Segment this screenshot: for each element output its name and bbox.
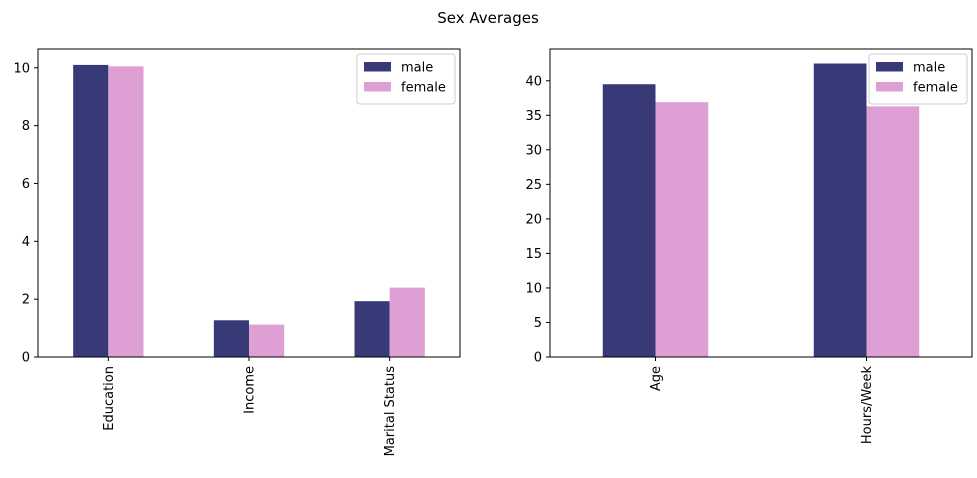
legend-label-male: male bbox=[401, 61, 433, 76]
y-tick-label: 2 bbox=[22, 293, 30, 308]
legend-swatch-male bbox=[364, 62, 391, 72]
chart-panel-2: 0 5 10 15 20 25 30 35 40 Age Hours/Week male female bbox=[525, 48, 973, 445]
y-tick-label: 40 bbox=[525, 74, 542, 89]
legend-label-male: male bbox=[913, 61, 945, 76]
bar-female-1 bbox=[108, 66, 144, 357]
figure-title: Sex Averages bbox=[437, 9, 539, 27]
chart-panel-1: 0 2 4 6 8 10 Education Income Marital Status male… bbox=[13, 48, 461, 457]
legend-swatch-female bbox=[364, 82, 391, 92]
legend-swatch-female bbox=[876, 82, 903, 92]
bar-male-3 bbox=[354, 301, 390, 357]
x-tick-label: Age bbox=[649, 366, 664, 391]
y-tick-label: 20 bbox=[525, 212, 542, 227]
bar-male-1 bbox=[602, 84, 656, 357]
y-tick-label: 0 bbox=[534, 351, 542, 366]
y-tick-label: 10 bbox=[13, 61, 30, 76]
x-tick-label: Income bbox=[243, 366, 258, 414]
y-tick-label: 15 bbox=[525, 247, 542, 262]
y-tick-label: 8 bbox=[22, 119, 30, 134]
y-tick-label: 5 bbox=[534, 316, 542, 331]
legend-label-female: female bbox=[401, 81, 446, 96]
legend-swatch-male bbox=[876, 62, 903, 72]
bar-male-1 bbox=[73, 64, 109, 357]
y-tick-label: 6 bbox=[22, 177, 30, 192]
y-tick-label: 25 bbox=[525, 178, 542, 193]
plot-frame bbox=[549, 48, 973, 358]
y-tick-label: 4 bbox=[22, 235, 30, 250]
bar-female-1 bbox=[655, 102, 709, 357]
legend-label-female: female bbox=[913, 81, 958, 96]
y-tick-label: 10 bbox=[525, 281, 542, 296]
bar-female-2 bbox=[866, 106, 920, 357]
y-tick-label: 0 bbox=[22, 351, 30, 366]
x-tick-label: Hours/Week bbox=[860, 366, 875, 445]
bar-female-2 bbox=[249, 324, 285, 357]
bar-female-3 bbox=[389, 287, 425, 357]
bar-male-2 bbox=[213, 320, 249, 357]
y-tick-label: 30 bbox=[525, 143, 542, 158]
bar-male-2 bbox=[813, 63, 867, 357]
legend: male female bbox=[868, 53, 968, 105]
x-tick-label: Education bbox=[102, 366, 117, 431]
y-tick-label: 35 bbox=[525, 109, 542, 124]
legend: male female bbox=[356, 53, 456, 105]
x-tick-label: Marital Status bbox=[383, 366, 398, 457]
